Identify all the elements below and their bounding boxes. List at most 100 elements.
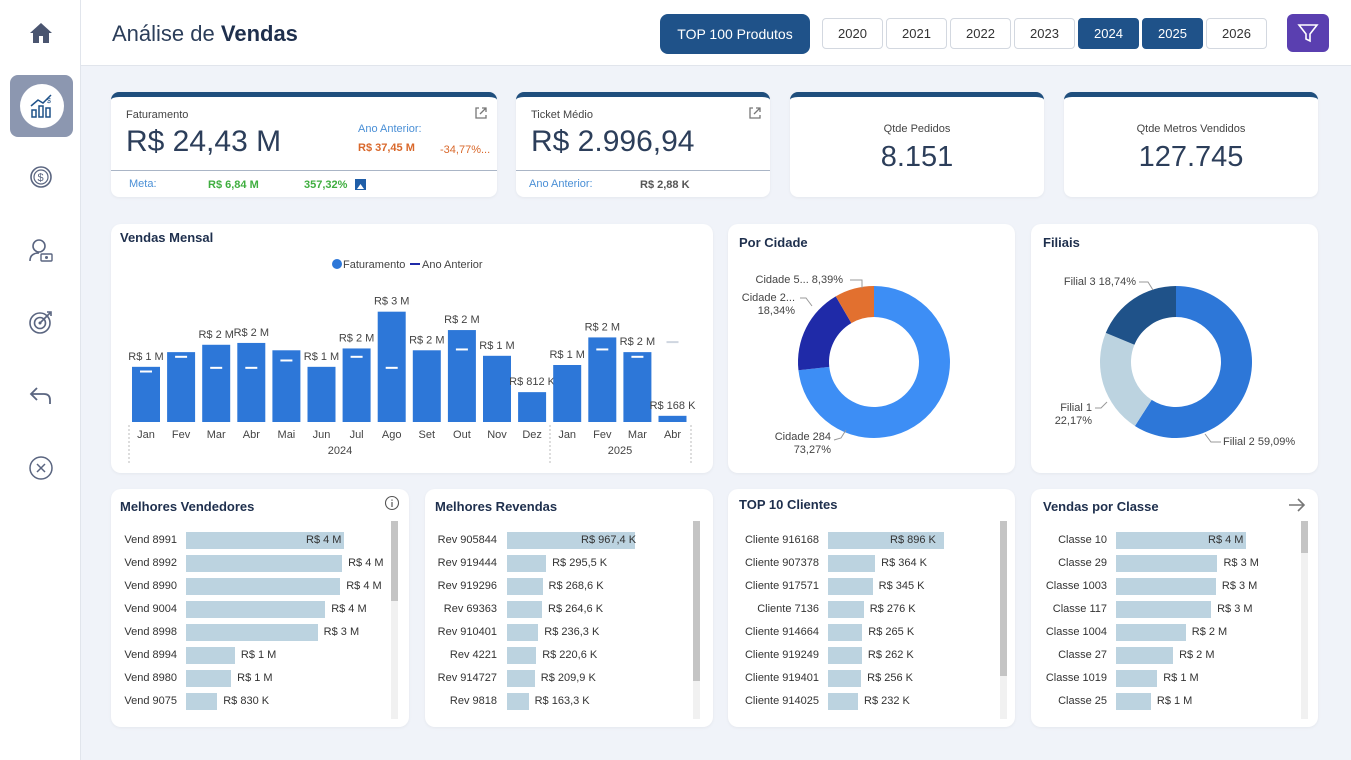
slice-label: Filial 3 18,74% xyxy=(1064,276,1136,288)
customer-icon[interactable] xyxy=(22,232,60,270)
year-button-2022[interactable]: 2022 xyxy=(950,18,1011,49)
bar[interactable] xyxy=(828,693,859,710)
bar[interactable] xyxy=(1116,693,1151,710)
bar[interactable] xyxy=(828,578,873,595)
bar-value-label: R$ 264,6 K xyxy=(548,603,604,615)
marker-ano-anterior xyxy=(455,348,468,351)
marker-ano-anterior xyxy=(350,355,363,358)
meta-label: Meta: xyxy=(129,178,157,190)
data-label: R$ 1 M xyxy=(128,351,163,363)
bar[interactable] xyxy=(186,670,232,687)
bar-value-label: R$ 967,4 K xyxy=(581,534,637,546)
bar[interactable] xyxy=(1116,624,1186,641)
scrollbar-thumb[interactable] xyxy=(1301,521,1308,553)
bar[interactable] xyxy=(1116,647,1174,664)
bar[interactable] xyxy=(507,670,535,687)
marker-ano-anterior xyxy=(526,355,539,358)
filter-button[interactable] xyxy=(1287,14,1329,52)
bar[interactable] xyxy=(186,693,218,710)
bar[interactable] xyxy=(186,532,344,549)
bar[interactable] xyxy=(186,578,341,595)
slice-label: Filial 1 xyxy=(1060,402,1092,414)
kpi-label: Ticket Médio xyxy=(531,109,593,121)
open-external-icon[interactable] xyxy=(747,105,763,121)
bar[interactable] xyxy=(507,693,529,710)
home-icon[interactable] xyxy=(22,14,60,52)
arrow-right-icon[interactable] xyxy=(1287,497,1307,513)
scrollbar[interactable] xyxy=(1000,521,1007,719)
bar-category-label: Vend 8990 xyxy=(124,580,177,592)
chart-title: Filiais xyxy=(1043,235,1080,250)
year-button-2024[interactable]: 2024 xyxy=(1078,18,1139,49)
bar-value-label: R$ 209,9 K xyxy=(540,672,596,684)
year-button-2025[interactable]: 2025 xyxy=(1142,18,1203,49)
year-button-2021[interactable]: 2021 xyxy=(886,18,947,49)
bar[interactable] xyxy=(1116,578,1216,595)
bar[interactable] xyxy=(507,601,542,618)
monthly-sales-chart: Faturamento Ano Anterior R$ 1 M Jan Fev R$ 2 … xyxy=(128,259,696,464)
data-label: R$ 2 M xyxy=(620,336,655,348)
year-button-2020[interactable]: 2020 xyxy=(822,18,883,49)
bar[interactable] xyxy=(186,624,318,641)
scrollbar[interactable] xyxy=(391,521,398,719)
bar-category-label: Rev 919444 xyxy=(437,557,497,569)
bar[interactable] xyxy=(828,601,864,618)
x-tick-label: Jun xyxy=(313,429,331,441)
bar[interactable] xyxy=(1116,601,1212,618)
marker-ano-anterior xyxy=(385,366,398,369)
bar[interactable] xyxy=(1116,555,1218,572)
scrollbar[interactable] xyxy=(1301,521,1308,719)
close-icon[interactable] xyxy=(22,449,60,487)
bar-faturamento xyxy=(553,365,582,422)
scrollbar-thumb[interactable] xyxy=(1000,521,1007,676)
data-label: R$ 2 M xyxy=(234,327,269,339)
donut-slice xyxy=(1105,286,1176,345)
bar[interactable] xyxy=(507,624,539,641)
bar[interactable] xyxy=(828,647,862,664)
x-tick-label: Jan xyxy=(137,429,155,441)
x-tick-label: Jul xyxy=(350,429,364,441)
x-tick-label: Jan xyxy=(558,429,576,441)
legend-marker-ano-anterior xyxy=(410,263,420,265)
bar[interactable] xyxy=(186,647,235,664)
bar-category-label: Classe 25 xyxy=(1058,695,1107,707)
scrollbar[interactable] xyxy=(693,521,700,719)
open-external-icon[interactable] xyxy=(473,105,489,121)
bar-category-label: Classe 1003 xyxy=(1045,580,1107,592)
coin-icon[interactable]: $ xyxy=(22,158,60,196)
back-icon[interactable] xyxy=(22,377,60,415)
bar[interactable] xyxy=(507,532,635,549)
prev-year-value: R$ 2,88 K xyxy=(640,179,690,191)
chart-title: Melhores Vendedores xyxy=(120,499,255,514)
bar[interactable] xyxy=(1116,532,1246,549)
bar[interactable] xyxy=(507,647,537,664)
bar[interactable] xyxy=(507,578,543,595)
leader-line xyxy=(1204,433,1221,443)
top100-products-button[interactable]: TOP 100 Produtos xyxy=(660,14,810,54)
bar[interactable] xyxy=(828,532,944,549)
scrollbar-thumb[interactable] xyxy=(391,521,398,601)
bar-value-label: R$ 1 M xyxy=(240,649,277,661)
bar-faturamento xyxy=(307,366,336,422)
scrollbar-thumb[interactable] xyxy=(693,521,700,681)
target-icon[interactable] xyxy=(22,303,60,341)
info-icon[interactable] xyxy=(384,495,400,511)
year-button-2023[interactable]: 2023 xyxy=(1014,18,1075,49)
bar[interactable] xyxy=(507,555,547,572)
bar[interactable] xyxy=(828,624,863,641)
bar[interactable] xyxy=(828,555,876,572)
bar[interactable] xyxy=(186,555,343,572)
legend-label-faturamento: Faturamento xyxy=(343,259,405,271)
bar[interactable] xyxy=(186,601,326,618)
year-button-2026[interactable]: 2026 xyxy=(1206,18,1267,49)
sales-chart-icon[interactable]: $ xyxy=(10,75,73,137)
bar-category-label: Rev 4221 xyxy=(449,649,497,661)
kpi-faturamento-card: Faturamento R$ 24,43 M Ano Anterior: R$ … xyxy=(111,92,497,197)
bar[interactable] xyxy=(828,670,862,687)
bar-category-label: Classe 1019 xyxy=(1045,672,1107,684)
bar-value-label: R$ 4 M xyxy=(348,557,384,569)
marker-ano-anterior xyxy=(596,348,609,351)
bar[interactable] xyxy=(1116,670,1158,687)
x-tick-label: Fev xyxy=(593,429,612,441)
bar-faturamento xyxy=(237,342,266,422)
